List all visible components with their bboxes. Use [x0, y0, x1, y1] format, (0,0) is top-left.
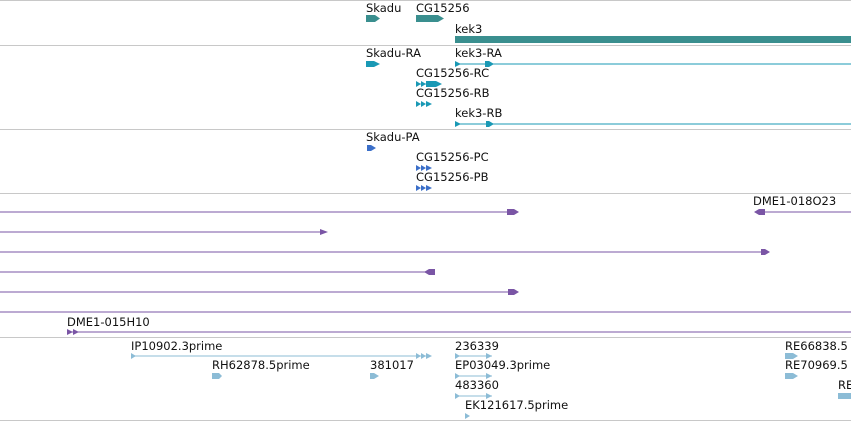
est-label-381017[interactable]: 381017: [370, 358, 414, 372]
est-label-re-cut[interactable]: RE: [838, 378, 851, 392]
protein-cg15256-pb-glyph[interactable]: [416, 185, 432, 191]
bac-row-5-glyph[interactable]: [0, 289, 519, 295]
track-separator: [0, 420, 851, 421]
est-label-ek121617[interactable]: EK121617.5prime: [465, 398, 569, 412]
transcript-label-kek3-rb[interactable]: kek3-RB: [455, 106, 503, 120]
transcript-cg15256-rb-glyph[interactable]: [416, 101, 432, 107]
protein-cg15256-pc-glyph[interactable]: [416, 165, 432, 171]
est-label-236339[interactable]: 236339: [455, 339, 499, 353]
gene-skadu-glyph[interactable]: [366, 15, 380, 22]
protein-skadu-pa-glyph[interactable]: [367, 145, 376, 151]
bac-dme1-018o23-glyph[interactable]: [754, 209, 851, 215]
transcript-kek3-rb-glyph[interactable]: [455, 121, 851, 127]
transcript-skadu-ra-glyph[interactable]: [366, 61, 380, 67]
bac-row-1-glyph[interactable]: [0, 209, 519, 215]
est-label-ip10902[interactable]: IP10902.3prime: [131, 339, 223, 353]
gene-label-kek3[interactable]: kek3: [455, 22, 483, 36]
track-separator: [0, 0, 851, 1]
bac-label-dme1-015h10[interactable]: DME1-015H10: [67, 315, 150, 329]
track-separator: [0, 129, 851, 130]
protein-label-cg15256-pb[interactable]: CG15256-PB: [416, 170, 489, 184]
bac-row-4-glyph[interactable]: [0, 269, 435, 275]
transcript-label-cg15256-rb[interactable]: CG15256-RB: [416, 86, 490, 100]
bac-row-2-glyph[interactable]: [0, 229, 328, 235]
transcript-label-cg15256-rc[interactable]: CG15256-RC: [416, 66, 490, 80]
est-label-ep03049[interactable]: EP03049.3prime: [455, 358, 551, 372]
est-ep03049-glyph[interactable]: [455, 373, 492, 379]
est-236339-glyph[interactable]: [455, 353, 492, 359]
est-ip10902-glyph[interactable]: [131, 353, 432, 359]
track-separator: [0, 45, 851, 46]
transcript-label-kek3-ra[interactable]: kek3-RA: [455, 46, 502, 60]
est-label-re66838[interactable]: RE66838.5: [785, 339, 848, 353]
gene-label-skadu[interactable]: Skadu: [366, 1, 402, 15]
transcript-cg15256-rc-glyph[interactable]: [416, 81, 442, 87]
est-rh62878-glyph[interactable]: [212, 373, 222, 379]
protein-label-cg15256-pc[interactable]: CG15256-PC: [416, 150, 489, 164]
track-separator: [0, 193, 851, 194]
bac-row-3-glyph[interactable]: [0, 249, 770, 255]
est-label-483360[interactable]: 483360: [455, 378, 499, 392]
transcript-label-skadu-ra[interactable]: Skadu-RA: [366, 46, 421, 60]
est-483360-glyph[interactable]: [455, 393, 492, 399]
est-re70969-glyph[interactable]: [785, 373, 798, 379]
est-label-rh62878[interactable]: RH62878.5prime: [212, 358, 310, 372]
transcript-kek3-ra-glyph[interactable]: [455, 61, 851, 67]
est-label-re70969[interactable]: RE70969.5: [785, 358, 848, 372]
est-381017-glyph[interactable]: [370, 373, 379, 379]
track-separator: [0, 337, 851, 338]
bac-dme1-015h10-glyph[interactable]: [67, 329, 851, 335]
protein-label-skadu-pa[interactable]: Skadu-PA: [366, 130, 420, 144]
bac-label-dme1-018o23[interactable]: DME1-018O23: [753, 194, 837, 208]
gene-cg15256-glyph[interactable]: [416, 15, 444, 22]
est-ek121617-glyph[interactable]: [465, 413, 470, 419]
gene-kek3-glyph[interactable]: [455, 36, 851, 43]
gene-label-cg15256[interactable]: CG15256: [416, 1, 470, 15]
est-re-cut-glyph[interactable]: [838, 393, 851, 399]
est-re66838-glyph[interactable]: [785, 353, 798, 359]
